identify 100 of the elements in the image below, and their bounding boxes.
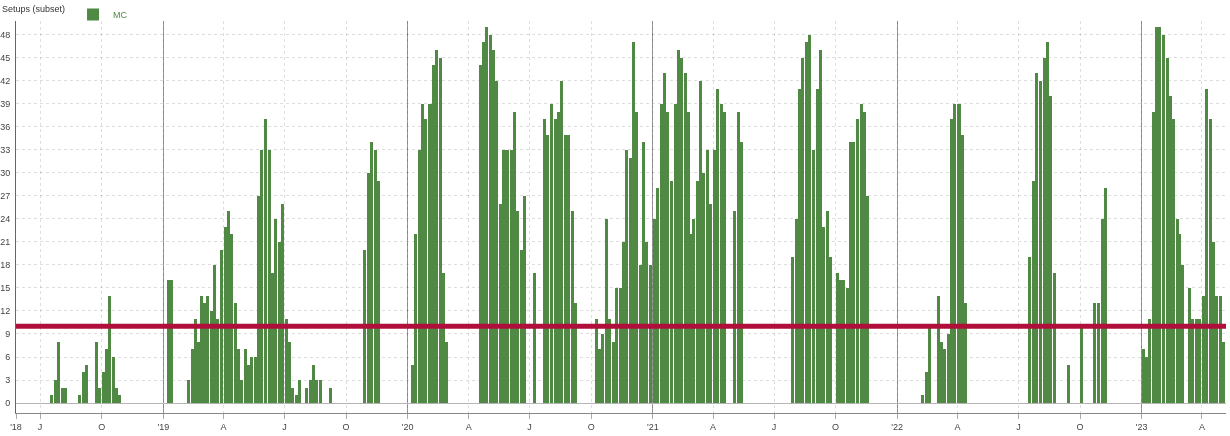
bar [625, 150, 628, 403]
bar [595, 319, 598, 403]
bar [860, 104, 863, 403]
bar [312, 365, 315, 403]
bar [505, 150, 509, 403]
bar [108, 296, 111, 403]
bar [1142, 349, 1145, 403]
y-tick-label: 48 [0, 29, 11, 40]
y-tick-label: 21 [0, 237, 11, 248]
bar [264, 119, 267, 403]
bar [836, 273, 839, 403]
bar [523, 196, 526, 403]
bar [435, 50, 438, 403]
bar [194, 319, 197, 403]
legend-title: Setups (subset) [2, 3, 66, 14]
bar [550, 104, 553, 403]
bar [706, 150, 709, 403]
x-tick-label: O [587, 421, 595, 432]
y-tick-label: 33 [0, 145, 11, 156]
bar [819, 50, 822, 403]
y-tick-label: 15 [0, 283, 11, 294]
x-tick-label: '19 [157, 421, 170, 432]
bar [1067, 365, 1070, 403]
bar [85, 365, 88, 403]
bar [605, 219, 608, 403]
x-tick-label: '20 [401, 421, 414, 432]
y-tick-label: 24 [0, 214, 11, 225]
y-tick-label: 42 [0, 75, 11, 86]
x-tick-label: J [527, 421, 532, 432]
y-tick-label: 6 [5, 352, 11, 363]
x-tick-label: O [1076, 421, 1084, 432]
bar [319, 380, 322, 403]
x-tick-label: '21 [646, 421, 659, 432]
x-tick-label: J [771, 421, 777, 432]
x-tick-label: J [282, 421, 287, 432]
bar [1035, 73, 1038, 403]
bar [1205, 89, 1208, 403]
bar [808, 35, 811, 403]
x-tick-label: A [465, 421, 472, 432]
bar [737, 112, 740, 403]
bar [533, 273, 536, 403]
bar [244, 349, 247, 403]
x-tick-label: J [1016, 421, 1021, 432]
y-tick-label: 12 [0, 306, 11, 317]
legend-label: MC [113, 10, 128, 21]
x-tick-label: '22 [891, 421, 904, 432]
y-tick-label: 45 [0, 52, 11, 63]
bar [567, 135, 570, 403]
bar [1104, 188, 1107, 403]
x-tick-label: '18 [10, 421, 22, 432]
bar [213, 265, 216, 403]
bar [1219, 296, 1222, 403]
y-tick-label: 9 [5, 329, 11, 340]
bar [95, 342, 98, 403]
bar [826, 211, 829, 403]
bar [699, 81, 702, 403]
bar [250, 357, 253, 403]
bar [170, 280, 173, 403]
bar [937, 296, 940, 403]
bar [642, 142, 645, 403]
bar [560, 81, 563, 403]
x-tick-label: O [342, 421, 350, 432]
y-tick-label: 30 [0, 168, 11, 179]
x-tick-label: A [710, 421, 717, 432]
bar [849, 142, 852, 403]
x-tick-label: J [37, 421, 43, 432]
x-tick-label: A [954, 421, 961, 432]
bar [957, 104, 961, 403]
bar [1080, 326, 1083, 403]
bar [281, 204, 284, 403]
bar [370, 142, 373, 403]
y-tick-label: 3 [5, 375, 11, 386]
bar [206, 296, 209, 403]
x-tick-label: A [1198, 421, 1205, 432]
bar [167, 280, 170, 403]
y-tick-label: 36 [0, 122, 11, 133]
bar [1188, 288, 1191, 403]
x-tick-label: A [220, 421, 227, 432]
bar [1093, 303, 1096, 403]
bar [632, 42, 635, 403]
bar [842, 280, 845, 403]
bar [615, 288, 618, 403]
x-tick-label: O [98, 421, 106, 432]
bar [928, 326, 931, 403]
bar [298, 380, 301, 403]
y-tick-label: 18 [0, 260, 11, 271]
y-tick-label: 27 [0, 191, 11, 202]
bar [485, 27, 488, 403]
bar [274, 219, 277, 403]
bar [716, 89, 719, 403]
bar [200, 296, 203, 403]
bar [543, 119, 546, 403]
bar [1158, 27, 1161, 403]
bar [513, 112, 516, 403]
y-tick-label: 39 [0, 99, 11, 109]
x-tick-label: O [832, 421, 840, 432]
x-tick-label: '23 [1135, 421, 1148, 432]
bar [329, 388, 332, 403]
y-tick-label: 0 [5, 398, 11, 409]
bar [64, 388, 67, 403]
